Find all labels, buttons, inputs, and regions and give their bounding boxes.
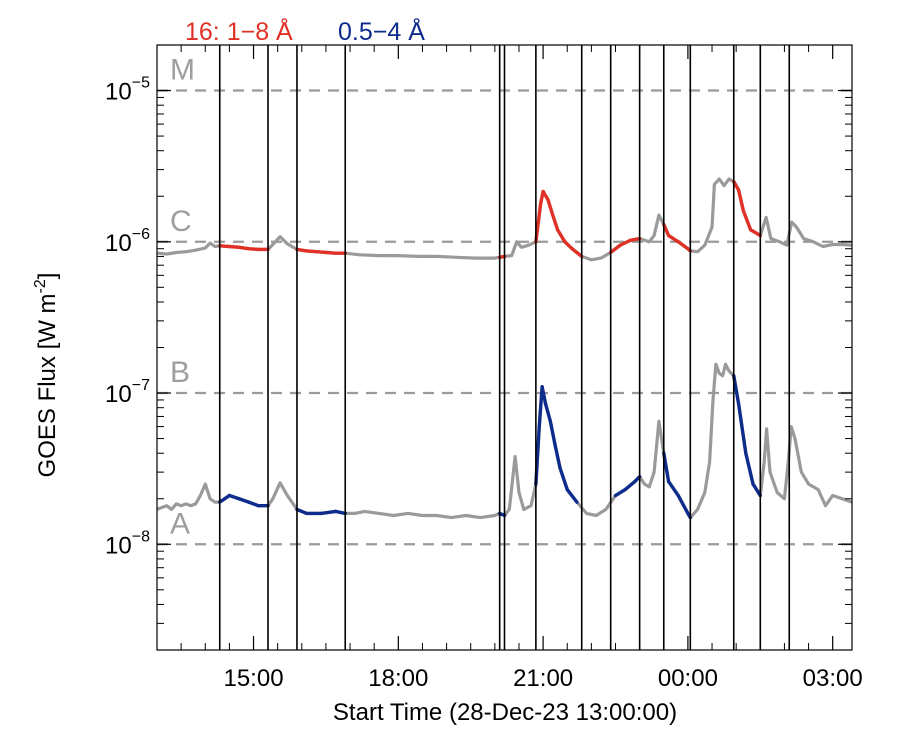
series-0.5-4-segment	[744, 451, 755, 486]
y-tick-label: 10−7	[105, 377, 150, 408]
x-tick-label: 03:00	[803, 665, 863, 692]
series-1-8-segment	[608, 243, 623, 255]
legend: 16: 1−8 Å 0.5−4 Å	[185, 16, 425, 46]
series-0.5-4-segment	[558, 466, 569, 492]
series-1-8-segment	[736, 188, 746, 213]
x-tick-label: 18:00	[368, 665, 428, 692]
series-1-8-segment	[676, 240, 690, 251]
series-1-8-segment	[497, 254, 507, 259]
series-0.5-4-segment	[623, 479, 637, 492]
series-0.5-4-segment	[295, 507, 309, 516]
series-0.5-4-segment	[736, 402, 748, 455]
y-axis-title-close: ]	[34, 273, 61, 280]
series-1-8-segment	[748, 228, 762, 238]
series-0.5-4-segment	[543, 402, 553, 424]
series-0.5-4-segment	[553, 443, 562, 470]
y-axis-title-main: GOES Flux [W m	[34, 293, 61, 477]
x-axis: 15:00 18:00 21:00 00:00 03:00	[180, 45, 863, 692]
series-1-8-segment	[570, 247, 584, 259]
series-0.5-4-segment	[732, 374, 741, 406]
event-markers	[218, 45, 791, 650]
series-1-8-segment	[618, 238, 632, 247]
series-0.5-4-segment	[676, 493, 690, 516]
series-0.5-4-segment	[540, 385, 548, 406]
legend-entry-long-channel: 16: 1−8 Å	[185, 16, 293, 46]
series-0.5-4-segment	[237, 497, 251, 504]
series-0.5-4-segment	[537, 385, 544, 429]
series-0.5-4-segment	[333, 509, 347, 516]
y-tick-label: 10−8	[105, 528, 150, 559]
y-tick-label: 10−5	[105, 75, 150, 106]
series-0.5-4-segment	[319, 509, 338, 516]
series-1-8-segment	[666, 233, 680, 244]
x-tick-label: 15:00	[223, 665, 283, 692]
series-0.5-4-segment	[497, 511, 507, 518]
series-1-8-segment	[662, 222, 671, 238]
class-label-B: B	[170, 356, 190, 389]
series-0.5-4-segment	[613, 487, 627, 498]
series-0.5-4-segment	[662, 451, 671, 484]
flux-series	[156, 177, 853, 520]
series-1-8-segment	[534, 201, 543, 244]
x-tick-label: 21:00	[513, 665, 573, 692]
y-axis-title: GOES Flux [W m-2]	[32, 273, 61, 478]
series-0.5-4-segment	[751, 482, 762, 498]
series-0.5-4-segment	[666, 479, 680, 498]
series-0.5-4-segment	[633, 474, 642, 484]
series-0.5-4-segment	[565, 487, 579, 504]
series-0.5-4-segment	[218, 493, 232, 504]
legend-entry-short-channel: 0.5−4 Å	[338, 16, 425, 46]
series-0.5-4-segment	[247, 500, 261, 508]
class-label-M: M	[170, 54, 195, 87]
y-axis: 10−8 10−7 10−6 10−5	[105, 44, 852, 651]
series-0.5-4-segment	[548, 419, 557, 448]
series-1-8-segment	[551, 213, 560, 232]
x-axis-title: Start Time (28-Dec-23 13:00:00)	[333, 699, 677, 726]
y-axis-title-superscript: -2	[32, 279, 49, 293]
series-1-8-segment	[741, 209, 753, 232]
series-1-8-segment	[546, 197, 555, 217]
flare-class-labels: A B C M	[170, 54, 195, 541]
series-1-8-segment	[628, 236, 642, 243]
class-label-A: A	[170, 507, 190, 540]
x-tick-label: 00:00	[658, 665, 718, 692]
y-tick-label: 10−6	[105, 226, 150, 257]
series-1-8-segment	[555, 228, 567, 244]
class-label-C: C	[170, 205, 192, 238]
